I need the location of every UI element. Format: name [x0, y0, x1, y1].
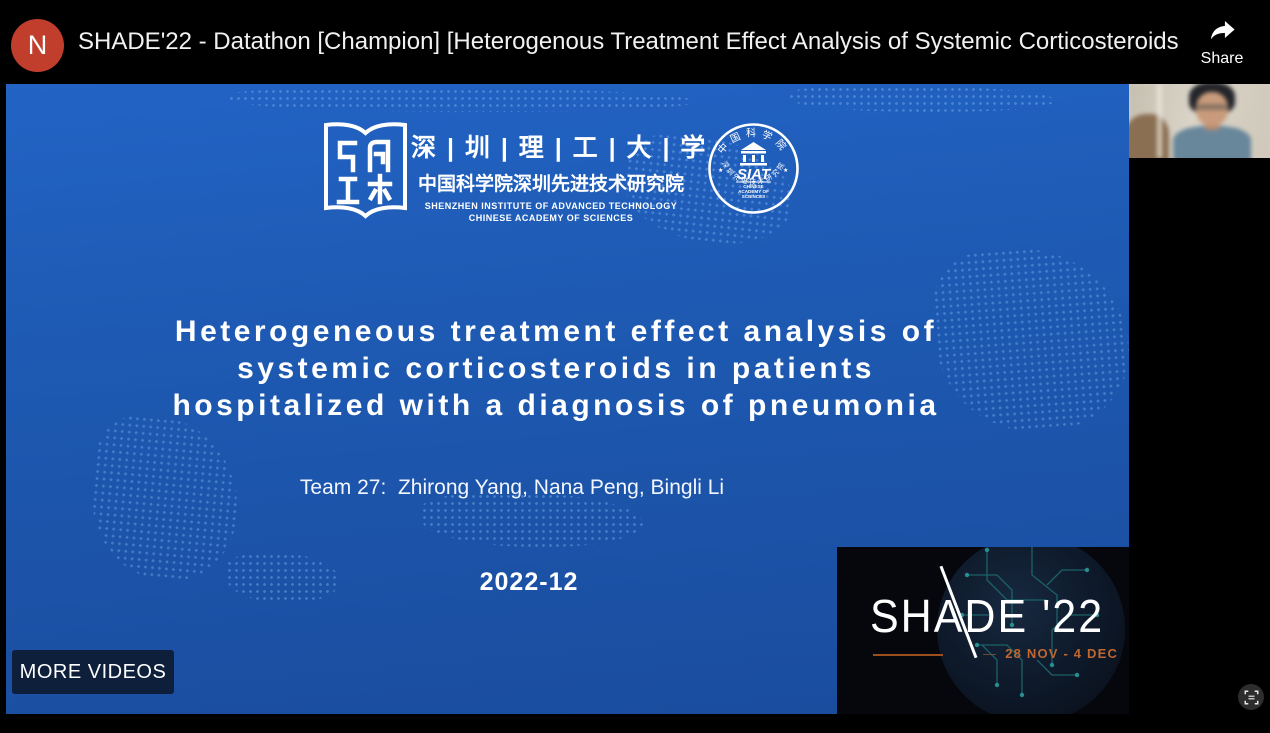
share-button[interactable]: Share — [1186, 15, 1258, 68]
channel-avatar[interactable]: N — [11, 19, 64, 72]
presenter-face — [1196, 92, 1228, 126]
shade-dates: — 28 NOV - 4 DEC — [983, 646, 1118, 661]
slide-title-line1: Heterogeneous treatment effect analysis … — [174, 315, 938, 348]
dot-map-pattern — [421, 493, 643, 547]
slide-title-line2: systemic corticosteroids in patients — [237, 352, 875, 385]
webcam-chair-shape — [1129, 114, 1169, 158]
webcam-video-frame — [1129, 84, 1270, 158]
team-authors-line: Team 27: Zhirong Yang, Nana Peng, Bingli… — [299, 476, 725, 499]
channel-avatar-initial: N — [27, 30, 48, 60]
more-videos-label: MORE VIDEOS — [19, 660, 167, 683]
player-header: N SHADE'22 - Datathon [Champion] [Hetero… — [0, 0, 1270, 84]
presenter-glasses — [1197, 104, 1227, 110]
video-title-link[interactable]: SHADE'22 - Datathon [Champion] [Heteroge… — [78, 28, 1178, 55]
institute-name-en-line1: SHENZHEN INSTITUTE OF ADVANCED TECHNOLOG… — [424, 201, 678, 211]
svg-text:★: ★ — [718, 167, 723, 174]
siat-book-logo-icon — [324, 122, 407, 219]
slide-date: 2022-12 — [479, 568, 579, 596]
slide-title-line3: hospitalized with a diagnosis of pneumon… — [172, 389, 940, 422]
webcam-doorframe-shape — [1157, 84, 1162, 158]
dot-map-pattern — [226, 553, 340, 603]
dot-map-pattern — [228, 88, 696, 112]
slide-title: Heterogeneous treatment effect analysis … — [6, 313, 1106, 424]
slide-canvas[interactable]: 深 | 圳 | 理 | 工 | 大 | 学 中国科学院深圳先进技术研究院 SHE… — [6, 84, 1129, 714]
shade-wordmark: SHADE '22 — [870, 591, 1105, 643]
presenter-shirt — [1173, 126, 1251, 158]
institute-name-en-line2: CHINESE ACADEMY OF SCIENCES — [468, 213, 634, 223]
university-name-cn: 深 | 圳 | 理 | 工 | 大 | 学 — [411, 134, 708, 162]
more-videos-button[interactable]: MORE VIDEOS — [12, 650, 174, 694]
webcam-overlay — [1129, 84, 1270, 158]
institute-name-cn: 中国科学院深圳先进技术研究院 — [417, 174, 684, 195]
siat-seal-icon: 中国科学院 SIAT CHINESE ACADEMY OF SCIENCES ★… — [708, 123, 799, 214]
svg-text:CHINESE: CHINESE — [743, 184, 763, 189]
svg-text:SCIENCES: SCIENCES — [742, 194, 766, 199]
share-icon — [1210, 21, 1235, 40]
svg-text:SIAT: SIAT — [737, 166, 772, 183]
shade22-badge: SHADE '22 — 28 NOV - 4 DEC — [837, 547, 1129, 714]
shade-dates-text: 28 NOV - 4 DEC — [1005, 646, 1119, 661]
circuit-globe-icon — [937, 547, 1125, 714]
shade-dates-dash: — — [983, 646, 998, 661]
share-label: Share — [1200, 50, 1244, 67]
institution-name-block: 深 | 圳 | 理 | 工 | 大 | 学 中国科学院深圳先进技术研究院 SHE… — [411, 128, 708, 223]
svg-text:ACADEMY OF: ACADEMY OF — [738, 189, 769, 194]
dot-map-pattern — [788, 86, 1056, 112]
svg-text:★: ★ — [783, 167, 788, 174]
shade-underline — [873, 654, 943, 656]
scan-button[interactable] — [1238, 684, 1264, 710]
scan-frame-icon — [1244, 690, 1258, 704]
